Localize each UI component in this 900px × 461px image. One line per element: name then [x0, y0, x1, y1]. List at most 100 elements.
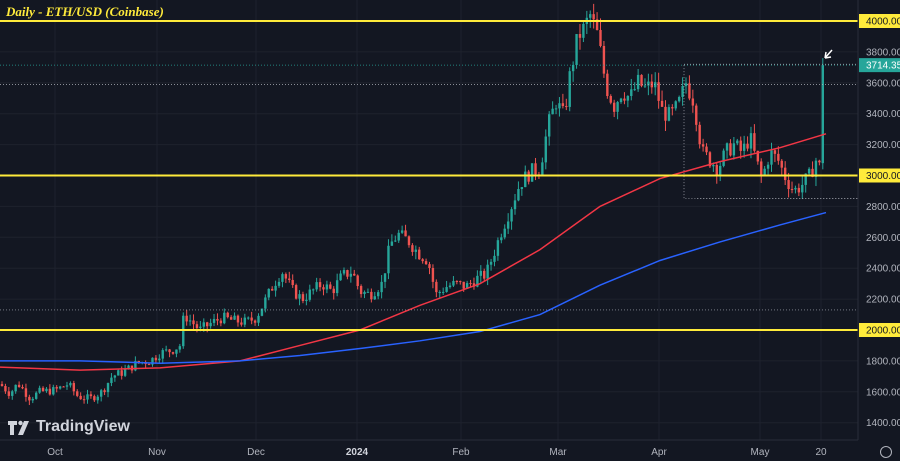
candle-body: [424, 261, 428, 265]
candle-body: [677, 96, 681, 102]
candle-body: [486, 264, 489, 279]
price-axis-background: [858, 0, 900, 461]
candle-body: [137, 360, 140, 363]
candle-body: [257, 315, 260, 323]
candle-up: [500, 233, 503, 244]
candle-body: [684, 83, 688, 87]
candle-body: [76, 391, 79, 396]
candle-body: [725, 143, 729, 151]
candle-up: [548, 111, 551, 146]
candle-up: [541, 157, 544, 175]
x-tick-label: 20: [815, 447, 827, 458]
candle-down: [370, 288, 373, 303]
candle-body: [503, 228, 506, 238]
x-tick-label: Nov: [148, 447, 166, 458]
candle-down: [270, 286, 274, 291]
candle-body: [746, 143, 749, 149]
candle-down: [592, 3, 595, 29]
candle-up: [575, 34, 578, 69]
candle-body: [233, 315, 236, 320]
candle-body: [657, 82, 660, 101]
candle-up: [736, 138, 739, 146]
settings-gear-icon[interactable]: [880, 446, 892, 458]
candle-up: [158, 354, 161, 363]
candle-body: [582, 23, 585, 38]
candle-up: [544, 129, 547, 170]
candle-body: [814, 160, 818, 177]
candle-up: [496, 237, 500, 261]
candle-down: [7, 387, 11, 399]
candle-body: [493, 255, 496, 262]
candle-body: [41, 387, 45, 392]
candle-up: [212, 313, 216, 327]
candle-up: [794, 185, 797, 194]
candle-body: [616, 102, 619, 112]
candle-body: [127, 365, 130, 370]
candle-down: [284, 272, 288, 284]
candle-body: [7, 391, 11, 396]
candle-body: [164, 349, 168, 351]
x-tick-label: May: [751, 447, 770, 458]
candle-body: [377, 292, 380, 297]
candle-down: [435, 279, 438, 298]
candle-up: [801, 176, 804, 200]
y-tick-label: 3600.00: [866, 78, 900, 89]
candle-down: [24, 383, 28, 402]
candle-body: [575, 34, 578, 65]
candle-body: [801, 184, 804, 193]
candle-up: [178, 343, 182, 353]
candle-up: [86, 389, 89, 404]
candle-body: [14, 384, 17, 392]
candle-up: [520, 186, 524, 196]
candle-body: [520, 187, 524, 190]
candle-down: [4, 383, 7, 394]
candle-down: [55, 385, 58, 393]
candle-body: [763, 168, 766, 175]
candle-down: [561, 93, 565, 109]
level-tag: [859, 168, 900, 183]
candle-up: [151, 357, 154, 367]
candle-down: [715, 162, 718, 184]
chart-title: Daily - ETH/USD (Coinbase): [6, 4, 164, 19]
candle-body: [103, 390, 106, 393]
candle-up: [681, 77, 684, 106]
candle-body: [4, 386, 7, 392]
candle-body: [773, 150, 777, 154]
candle-body: [589, 14, 592, 18]
y-tick-label: 1400.00: [866, 418, 900, 429]
tradingview-logo[interactable]: TradingView: [8, 418, 130, 436]
candle-up: [626, 95, 630, 108]
candle-body: [821, 65, 824, 164]
candle-body: [359, 286, 363, 295]
candle-up: [585, 10, 589, 34]
candle-body: [24, 388, 28, 397]
candle-body: [195, 324, 199, 328]
candle-body: [489, 261, 493, 265]
candle-down: [226, 311, 229, 319]
candle-body: [96, 396, 99, 401]
candle-down: [459, 280, 462, 285]
x-tick-label: Dec: [247, 447, 265, 458]
candle-body: [21, 387, 24, 389]
candle-body: [431, 267, 435, 282]
candle-body: [818, 160, 821, 163]
candle-body: [643, 85, 647, 87]
candle-up: [106, 382, 110, 398]
candle-body: [609, 96, 612, 103]
candle-body: [688, 83, 691, 99]
candle-up: [387, 239, 390, 280]
candle-up: [749, 126, 753, 159]
y-tick-label: 3200.00: [866, 140, 900, 151]
candle-body: [565, 106, 568, 108]
candle-body: [448, 285, 452, 288]
candle-body: [445, 287, 448, 292]
candle-body: [62, 386, 65, 388]
candle-down: [623, 92, 626, 105]
candle-down: [253, 319, 257, 326]
candle-body: [229, 317, 233, 320]
candle-body: [106, 383, 110, 393]
candle-body: [753, 133, 756, 151]
candle-body: [400, 230, 404, 233]
candle-body: [93, 396, 96, 401]
